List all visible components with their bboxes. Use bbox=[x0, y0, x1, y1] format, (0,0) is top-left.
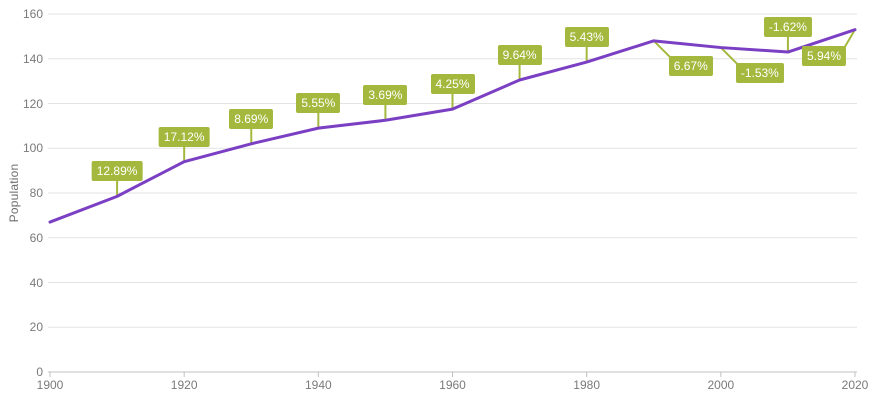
data-label: 5.55% bbox=[296, 93, 341, 114]
y-tick-label: 40 bbox=[29, 275, 43, 290]
data-label: 12.89% bbox=[91, 161, 143, 182]
data-label: -1.53% bbox=[735, 62, 784, 83]
data-label: 6.67% bbox=[668, 55, 713, 76]
data-label: 4.25% bbox=[430, 74, 475, 95]
x-tick-label: 2000 bbox=[707, 378, 735, 392]
data-label: 9.64% bbox=[497, 45, 542, 65]
data-label: 8.69% bbox=[229, 108, 274, 129]
y-tick-label: 100 bbox=[22, 141, 43, 156]
data-label: 17.12% bbox=[158, 126, 210, 147]
x-tick-label: 2020 bbox=[841, 378, 869, 392]
data-label: 5.43% bbox=[564, 27, 609, 48]
population-series-line bbox=[48, 28, 857, 224]
y-tick-label: 120 bbox=[22, 96, 43, 111]
x-tick-label: 1920 bbox=[170, 378, 198, 392]
y-tick-label: 60 bbox=[29, 230, 43, 245]
y-tick-label: 160 bbox=[22, 7, 43, 21]
y-tick-label: 140 bbox=[22, 51, 43, 66]
data-label: -1.62% bbox=[763, 17, 812, 38]
data-label-connector bbox=[720, 46, 738, 65]
y-tick-label: 80 bbox=[29, 186, 43, 200]
y-tick-label: 0 bbox=[36, 365, 43, 379]
data-label: 5.94% bbox=[801, 45, 846, 66]
x-tick-label: 1900 bbox=[36, 378, 64, 392]
y-axis-title: Population bbox=[7, 163, 21, 223]
x-tick-label: 1940 bbox=[304, 378, 332, 392]
data-label: 3.69% bbox=[363, 85, 408, 106]
data-label-connector bbox=[653, 40, 671, 58]
y-tick-label: 20 bbox=[29, 320, 43, 335]
x-tick-label: 1960 bbox=[439, 378, 466, 392]
data-label-connector bbox=[844, 29, 856, 48]
x-tick-label: 1980 bbox=[573, 378, 601, 392]
